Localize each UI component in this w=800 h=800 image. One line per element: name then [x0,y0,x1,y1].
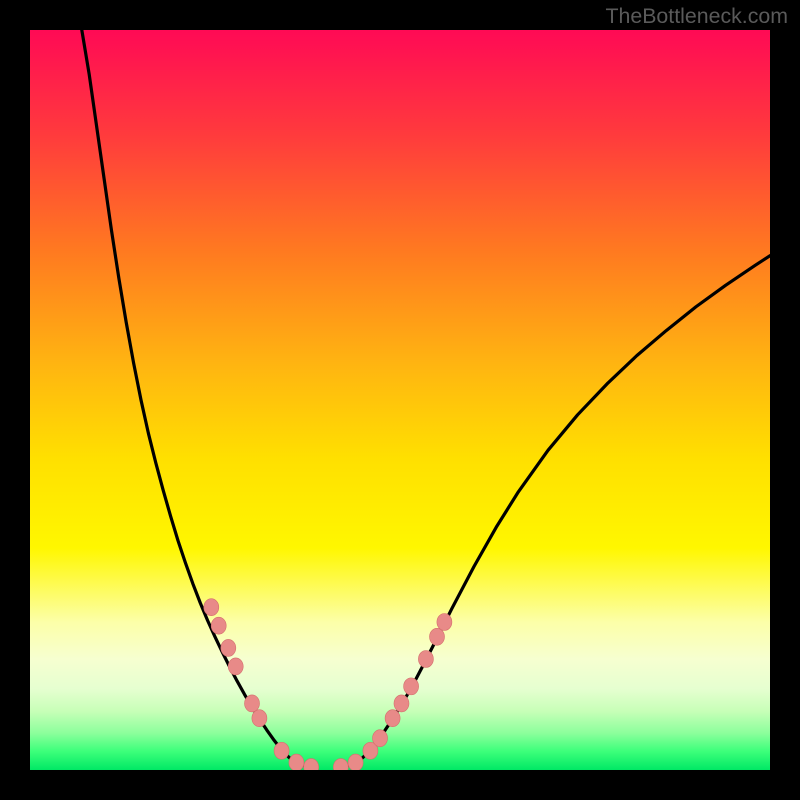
plot-area [30,30,770,770]
chart-container: TheBottleneck.com [0,0,800,800]
watermark-text: TheBottleneck.com [605,4,788,29]
chart-svg [30,30,770,770]
